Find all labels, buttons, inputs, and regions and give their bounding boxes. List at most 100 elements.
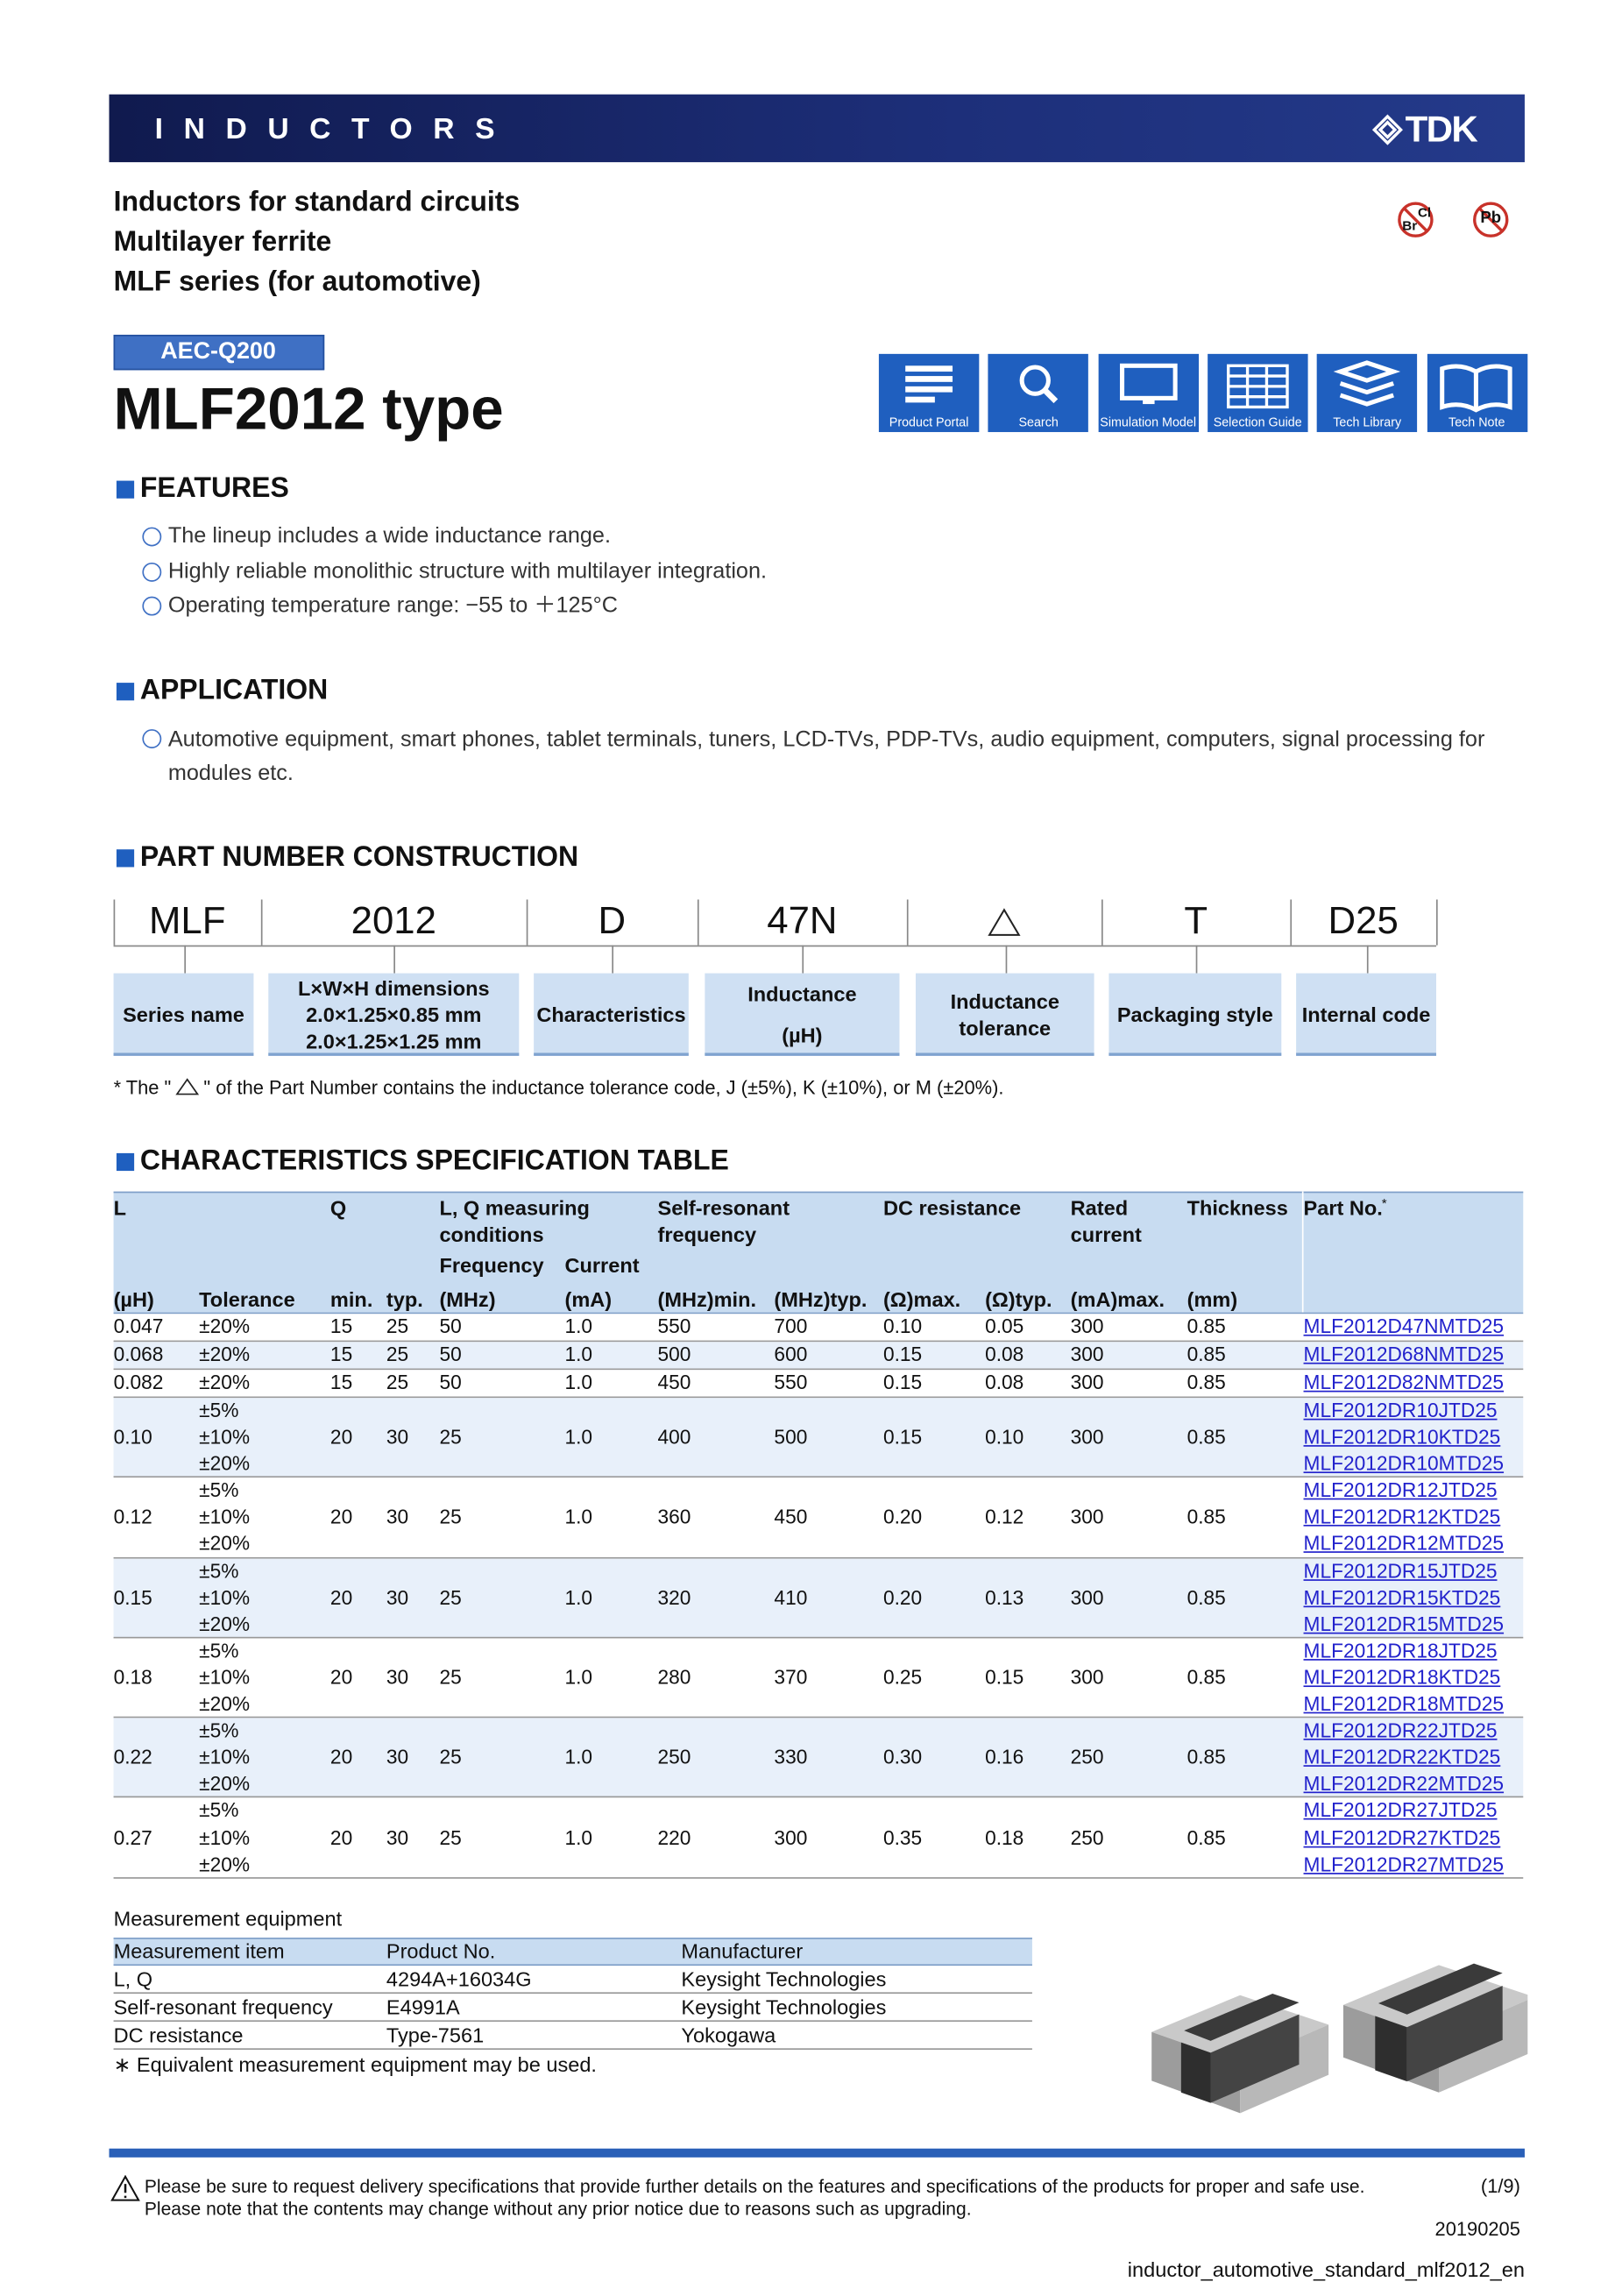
label-box <box>113 973 254 1056</box>
table-cell: 0.10 <box>985 1426 1024 1449</box>
column-sub: Frequency <box>439 1252 544 1277</box>
measurement-cell: Keysight Technologies <box>681 1995 887 2018</box>
part-link[interactable]: MLF2012DR18MTD25 <box>1303 1692 1505 1716</box>
table-cell: 410 <box>774 1586 808 1609</box>
tdk-symbol <box>1371 114 1403 145</box>
tolerance-cell: ±20% <box>199 1612 251 1635</box>
feature-item: Highly reliable monolithic structure wit… <box>167 557 768 584</box>
table-cell: 550 <box>774 1371 808 1394</box>
series-line: MLF series (for automotive) <box>113 266 481 298</box>
label-box <box>915 973 1094 1056</box>
tool-label[interactable]: Tech Library <box>1333 414 1402 429</box>
table-cell: 0.15 <box>882 1343 923 1366</box>
tolerance-cell: ±5% <box>199 1559 239 1582</box>
tolerance-cell: ±20% <box>199 1371 251 1394</box>
measurement-row-rule <box>113 2048 1032 2050</box>
connector <box>1004 945 1007 974</box>
part-link[interactable]: MLF2012DR10JTD25 <box>1303 1399 1498 1422</box>
tool-label[interactable]: Product Portal <box>889 414 969 429</box>
table-cell: 0.16 <box>985 1746 1024 1769</box>
part-link[interactable]: MLF2012DR27JTD25 <box>1303 1799 1498 1822</box>
tolerance-symbol <box>175 1078 200 1095</box>
table-cell: 50 <box>439 1343 462 1366</box>
part-link[interactable]: MLF2012DR12JTD25 <box>1303 1479 1498 1502</box>
connector <box>1194 945 1197 974</box>
part-label: 2.0×1.25×1.25 mm <box>306 1028 482 1052</box>
part-link[interactable]: MLF2012DR22MTD25 <box>1303 1773 1505 1796</box>
table-cell: 15 <box>329 1315 353 1338</box>
column-unit: Tolerance <box>199 1286 295 1311</box>
section-heading: FEATURES <box>139 472 289 504</box>
part-link[interactable]: MLF2012DR12MTD25 <box>1303 1533 1505 1555</box>
part-link[interactable]: MLF2012DR18JTD25 <box>1303 1639 1498 1662</box>
tool-label[interactable]: Simulation Model <box>1100 414 1197 429</box>
part-label: Internal code <box>1301 1002 1431 1026</box>
table-cell: 0.18 <box>113 1666 152 1689</box>
part-label: L×W×H dimensions <box>297 975 490 1000</box>
part-link[interactable]: MLF2012D82NMTD25 <box>1303 1371 1505 1394</box>
table-cell: 0.85 <box>1186 1371 1226 1394</box>
part-code: 2012 <box>351 898 436 943</box>
column-unit: (Ω)max. <box>882 1286 961 1311</box>
tool-button[interactable] <box>1207 353 1308 433</box>
tolerance-cell: ±10% <box>199 1506 251 1528</box>
tool-icon <box>1119 363 1177 405</box>
tolerance-cell: ±20% <box>199 1692 251 1716</box>
tolerance-cell: ±20% <box>199 1533 251 1555</box>
tool-icon <box>1226 364 1289 409</box>
table-cell: 30 <box>386 1506 409 1528</box>
tool-label[interactable]: Tech Note <box>1448 414 1505 429</box>
tolerance-cell: ±10% <box>199 1826 251 1849</box>
tool-button[interactable] <box>988 353 1089 433</box>
table-cell: 25 <box>439 1506 462 1528</box>
table-cell: 1.0 <box>564 1826 593 1849</box>
tool-button[interactable] <box>1316 353 1418 433</box>
table-cell: 320 <box>657 1586 691 1609</box>
series-line: Multilayer ferrite <box>113 226 332 258</box>
table-cell: 0.85 <box>1186 1343 1226 1366</box>
application-item: Automotive equipment, smart phones, tabl… <box>167 726 1485 786</box>
column-unit: (mA)max. <box>1070 1286 1165 1311</box>
table-cell: 0.12 <box>985 1506 1024 1528</box>
part-link[interactable]: MLF2012DR22KTD25 <box>1303 1746 1501 1769</box>
part-link[interactable]: MLF2012DR18KTD25 <box>1303 1666 1501 1689</box>
code-baseline <box>113 945 1436 947</box>
measurement-note: ∗ Equivalent measurement equipment may b… <box>113 2052 597 2076</box>
table-cell: 0.05 <box>985 1315 1024 1338</box>
part-link[interactable]: MLF2012DR27KTD25 <box>1303 1826 1501 1849</box>
tool-button[interactable] <box>1427 353 1527 433</box>
tool-button[interactable] <box>878 353 980 433</box>
document-id: inductor_automotive_standard_mlf2012_en <box>1127 2257 1525 2281</box>
lead-free-icon <box>1473 202 1509 237</box>
table-row <box>113 1798 1524 1879</box>
page-title: MLF2012 type <box>113 377 504 443</box>
part-link[interactable]: MLF2012DR27MTD25 <box>1303 1853 1505 1875</box>
table-cell: 300 <box>774 1826 808 1849</box>
part-link[interactable]: MLF2012DR15JTD25 <box>1303 1559 1498 1582</box>
part-label: Characteristics <box>536 1002 686 1026</box>
column-group: Thickness <box>1186 1195 1288 1220</box>
part-link[interactable]: MLF2012DR22JTD25 <box>1303 1719 1498 1742</box>
tool-button[interactable] <box>1097 353 1199 433</box>
tool-label[interactable]: Selection Guide <box>1213 414 1302 429</box>
measurement-cell: Keysight Technologies <box>681 1966 887 1991</box>
badge-label: AEC-Q200 <box>160 339 276 365</box>
part-link[interactable]: MLF2012DR15MTD25 <box>1303 1612 1505 1635</box>
part-code: D <box>598 898 627 943</box>
part-link[interactable]: MLF2012DR15KTD25 <box>1303 1586 1501 1609</box>
header-divider <box>1301 1191 1304 1313</box>
tool-label[interactable]: Search <box>1018 414 1059 429</box>
table-cell: 25 <box>439 1666 462 1689</box>
heading-marker <box>116 683 135 701</box>
part-note: * The " " of the Part Number contains the… <box>114 1074 1004 1100</box>
code-divider <box>906 899 909 946</box>
part-link[interactable]: MLF2012D47NMTD25 <box>1303 1315 1505 1338</box>
icon-label: Br <box>1402 217 1418 233</box>
part-link[interactable]: MLF2012D68NMTD25 <box>1303 1343 1505 1366</box>
part-link[interactable]: MLF2012DR12KTD25 <box>1303 1506 1501 1528</box>
measurement-column: Measurement item <box>113 1938 285 1963</box>
part-link[interactable]: MLF2012DR10MTD25 <box>1303 1452 1505 1475</box>
table-cell: 1.0 <box>564 1666 593 1689</box>
part-link[interactable]: MLF2012DR10KTD25 <box>1303 1426 1501 1449</box>
table-cell: 0.85 <box>1186 1315 1226 1338</box>
